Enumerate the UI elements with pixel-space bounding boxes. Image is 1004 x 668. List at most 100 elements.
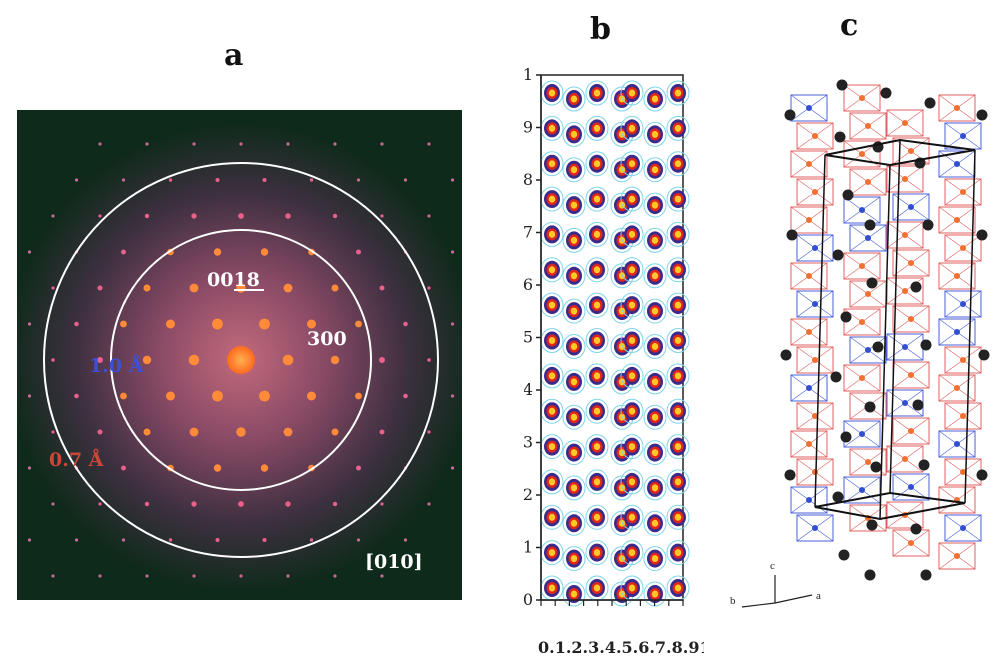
octahedron	[790, 262, 828, 290]
octahedron	[790, 374, 828, 402]
cation-atom	[840, 311, 852, 323]
contour-core	[651, 272, 659, 280]
octahedral-cation	[859, 487, 865, 493]
contour-outer	[643, 369, 667, 395]
diffraction-spot	[166, 319, 175, 329]
diffraction-spot	[212, 390, 223, 402]
diffraction-spot	[283, 427, 293, 437]
cation-atom	[786, 229, 798, 241]
diffraction-spot	[188, 354, 200, 366]
contour-outer	[620, 398, 644, 424]
diffraction-spot	[145, 142, 149, 146]
octahedron	[849, 336, 887, 364]
octahedral-cation	[908, 260, 914, 266]
contour-core	[651, 307, 659, 315]
octahedral-cation	[908, 204, 914, 210]
y-axis-tick-label: 1	[524, 68, 533, 84]
octahedron	[892, 305, 930, 333]
octahedron	[886, 109, 924, 137]
diffraction-spot	[260, 464, 269, 472]
diffraction-spot	[213, 248, 222, 256]
contour-core	[628, 584, 636, 592]
contour-core	[570, 413, 578, 421]
contour-outer	[562, 404, 586, 430]
contour-outer	[666, 221, 690, 247]
cation-atom	[976, 229, 988, 241]
cation-atom	[880, 87, 892, 99]
diffraction-spot	[121, 249, 126, 255]
unit-cell-edge	[964, 149, 976, 504]
octahedral-cation	[908, 484, 914, 490]
diffraction-spot	[97, 357, 103, 363]
contour-core	[593, 549, 601, 557]
diffraction-spot	[403, 321, 408, 327]
contour-outer	[643, 157, 667, 183]
diffraction-spot	[168, 178, 173, 182]
contour-core	[628, 230, 636, 238]
contour-core	[570, 555, 578, 563]
diffraction-spot	[142, 355, 152, 365]
contour-core	[570, 272, 578, 280]
diffraction-spot	[333, 142, 337, 146]
contour-core	[628, 407, 636, 415]
unit-cell-edge	[879, 164, 891, 520]
diffraction-spot	[189, 283, 199, 293]
contour-outer	[620, 80, 644, 106]
diffraction-spot	[403, 393, 408, 399]
contour-outer	[562, 440, 586, 466]
diffraction-spot	[309, 178, 314, 182]
central-beam	[227, 346, 255, 374]
cation-atom	[912, 399, 924, 411]
contour-outer	[562, 546, 586, 572]
contour-outer	[666, 434, 690, 460]
contour-outer	[562, 334, 586, 359]
contour-core	[570, 449, 578, 457]
diffraction-spot	[121, 538, 126, 542]
label-reflection-0018: 0018	[207, 269, 260, 291]
contour-outer	[585, 469, 609, 495]
contour-outer	[643, 440, 667, 466]
diffraction-spot	[98, 142, 102, 146]
contour-outer	[562, 475, 586, 501]
diffraction-spot	[259, 390, 270, 402]
octahedron	[790, 206, 828, 234]
octahedral-cation	[960, 525, 966, 531]
contour-outer	[643, 298, 667, 324]
octahedron	[796, 514, 834, 542]
contour-outer	[585, 398, 609, 424]
contour-outer	[585, 363, 609, 389]
octahedral-cation	[806, 273, 812, 279]
contour-core	[593, 584, 601, 592]
contour-core	[548, 549, 556, 557]
diffraction-spot	[120, 320, 127, 328]
contour-core	[651, 343, 659, 350]
cation-atom	[864, 569, 876, 581]
diffraction-spot	[51, 214, 55, 218]
octahedral-cation	[954, 329, 960, 335]
diffraction-spot	[51, 286, 55, 290]
diffraction-spot	[191, 501, 197, 507]
diffraction-spot	[74, 393, 79, 399]
contour-core	[570, 519, 578, 527]
cation-atom	[866, 277, 878, 289]
octahedral-cation	[908, 540, 914, 546]
contour-outer	[620, 221, 644, 247]
diffraction-spot	[236, 427, 246, 437]
octahedral-cation	[865, 291, 871, 297]
contour-core	[674, 160, 682, 168]
contour-outer	[562, 157, 586, 183]
y-axis-tick-label: .8	[524, 170, 533, 189]
diffraction-spot	[427, 142, 431, 146]
octahedron	[944, 290, 982, 318]
octahedron	[944, 402, 982, 430]
diffraction-spot	[143, 284, 151, 292]
octahedral-cation	[865, 459, 871, 465]
octahedron	[796, 402, 834, 430]
diffraction-spot	[427, 214, 431, 218]
octahedral-cation	[859, 375, 865, 381]
diffraction-spot	[97, 285, 103, 291]
diffraction-spot	[192, 574, 196, 578]
diffraction-spot	[380, 142, 384, 146]
diffraction-spot	[450, 178, 455, 182]
contour-core	[548, 372, 556, 380]
